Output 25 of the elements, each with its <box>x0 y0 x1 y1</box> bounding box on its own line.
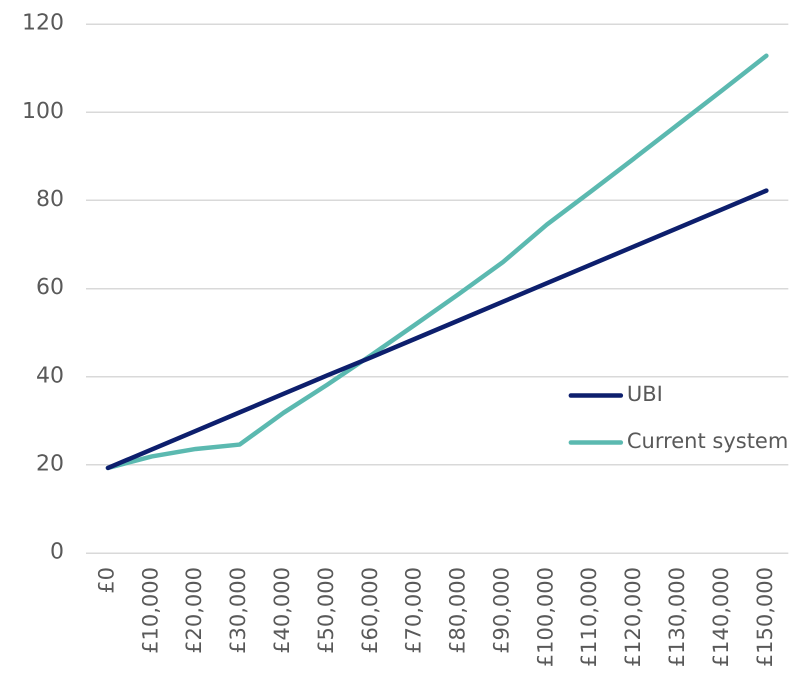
y-tick-label: 20 <box>36 452 64 477</box>
legend-label: UBI <box>626 382 663 406</box>
x-tick-label: £0 <box>94 567 118 594</box>
y-tick-label: 80 <box>36 187 64 212</box>
x-tick-label: £50,000 <box>314 567 338 654</box>
x-tick-label: £80,000 <box>446 567 470 654</box>
y-tick-label: 0 <box>50 540 64 565</box>
x-tick-label: £70,000 <box>402 567 426 654</box>
x-tick-label: £30,000 <box>226 567 250 654</box>
x-tick-label: £10,000 <box>138 567 162 654</box>
x-tick-label: £110,000 <box>577 567 602 668</box>
x-tick-label: £60,000 <box>358 567 382 654</box>
x-tick-label: £90,000 <box>489 567 514 654</box>
legend-label: Current system <box>626 428 788 453</box>
x-tick-label: £100,000 <box>533 567 558 668</box>
x-tick-label: £20,000 <box>182 567 206 654</box>
x-tick-label: £120,000 <box>621 567 646 668</box>
x-tick-label: £150,000 <box>752 567 777 668</box>
x-tick-label: £130,000 <box>665 567 690 668</box>
x-tick-label: £40,000 <box>270 567 294 654</box>
x-tick-label: £140,000 <box>708 567 733 668</box>
y-tick-label: 100 <box>22 98 64 124</box>
y-tick-label: 120 <box>22 10 64 36</box>
y-tick-label: 40 <box>36 363 64 388</box>
y-tick-label: 60 <box>36 275 64 300</box>
